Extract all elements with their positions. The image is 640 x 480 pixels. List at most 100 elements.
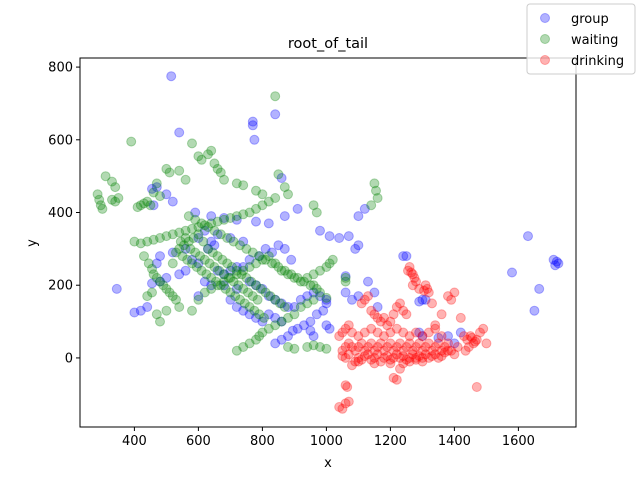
- point-drinking-123: [443, 291, 453, 302]
- point-group-107: [305, 325, 316, 336]
- point-group-17: [263, 218, 274, 229]
- point-group-0: [166, 71, 177, 82]
- point-drinking-65: [417, 345, 428, 356]
- point-drinking-125: [449, 287, 460, 298]
- point-waiting-184: [199, 254, 210, 265]
- point-waiting-43: [251, 203, 261, 214]
- point-group-74: [299, 320, 309, 331]
- point-drinking-78: [347, 327, 357, 338]
- point-waiting-198: [196, 218, 207, 229]
- point-drinking-141: [446, 345, 457, 356]
- point-group-10: [148, 200, 159, 211]
- point-waiting-22: [180, 174, 191, 185]
- point-waiting-129: [340, 276, 351, 287]
- point-drinking-50: [369, 345, 380, 356]
- point-group-60: [263, 291, 274, 302]
- point-drinking-18: [372, 349, 383, 360]
- point-drinking-139: [452, 342, 463, 352]
- point-waiting-173: [244, 302, 255, 312]
- point-group-122: [174, 269, 185, 280]
- point-drinking-107: [401, 309, 412, 320]
- point-group-80: [225, 294, 236, 305]
- point-waiting-104: [308, 280, 319, 291]
- point-group-2: [247, 116, 258, 127]
- point-waiting-54: [180, 225, 191, 236]
- point-group-84: [251, 312, 261, 323]
- point-waiting-209: [267, 258, 277, 269]
- point-group-41: [135, 305, 146, 316]
- point-waiting-135: [311, 207, 322, 218]
- point-waiting-177: [167, 258, 178, 269]
- point-waiting-118: [251, 334, 261, 345]
- point-drinking-115: [414, 283, 425, 294]
- point-group-21: [324, 231, 335, 242]
- point-waiting-105: [311, 283, 322, 294]
- point-drinking-122: [436, 309, 447, 320]
- point-waiting-112: [283, 312, 293, 323]
- point-drinking-109: [404, 262, 415, 272]
- point-drinking-147: [385, 358, 396, 369]
- point-drinking-144: [411, 354, 421, 365]
- point-group-103: [353, 240, 364, 251]
- point-waiting-133: [366, 200, 377, 211]
- point-drinking-44: [350, 345, 361, 356]
- point-drinking-98: [372, 312, 383, 323]
- point-group-95: [286, 254, 297, 265]
- point-drinking-121: [430, 320, 441, 331]
- point-waiting-207: [254, 251, 265, 262]
- point-drinking-5: [342, 382, 353, 392]
- point-drinking-119: [419, 285, 429, 296]
- point-waiting-146: [222, 258, 233, 269]
- point-waiting-5: [107, 176, 117, 187]
- point-waiting-194: [247, 291, 258, 302]
- point-group-125: [219, 280, 229, 291]
- point-drinking-100: [379, 312, 389, 323]
- point-group-90: [254, 251, 265, 262]
- point-drinking-30: [411, 352, 421, 363]
- x-axis-label: x: [324, 456, 332, 471]
- point-waiting-166: [211, 276, 221, 287]
- legend-marker-group: [540, 13, 550, 23]
- point-group-40: [129, 307, 140, 318]
- x-tick-label: 400: [122, 434, 147, 449]
- point-drinking-37: [433, 352, 444, 363]
- point-group-52: [212, 265, 223, 276]
- point-waiting-144: [212, 251, 223, 262]
- point-drinking-23: [388, 352, 399, 363]
- point-waiting-120: [238, 342, 249, 352]
- point-waiting-67: [151, 272, 162, 283]
- point-waiting-156: [270, 294, 281, 305]
- point-waiting-199: [203, 222, 213, 232]
- point-waiting-37: [273, 169, 284, 180]
- point-group-77: [283, 331, 293, 342]
- point-waiting-186: [209, 262, 220, 272]
- point-waiting-33: [238, 180, 249, 191]
- point-drinking-106: [398, 305, 409, 316]
- point-drinking-85: [391, 323, 402, 334]
- point-waiting-14: [142, 196, 153, 207]
- point-waiting-200: [209, 225, 220, 236]
- point-drinking-14: [359, 351, 370, 362]
- point-drinking-116: [420, 280, 431, 291]
- point-drinking-40: [337, 345, 348, 356]
- axes-frame: [79, 57, 577, 428]
- point-group-63: [283, 302, 293, 312]
- point-drinking-24: [391, 349, 402, 360]
- series-drinking: [334, 262, 492, 414]
- point-drinking-3: [343, 396, 354, 407]
- point-waiting-107: [321, 292, 332, 303]
- point-waiting-68: [155, 276, 165, 287]
- point-group-104: [340, 271, 351, 282]
- point-waiting-123: [289, 343, 300, 354]
- point-group-112: [433, 332, 444, 343]
- point-waiting-16: [148, 187, 159, 198]
- point-group-20: [315, 225, 325, 236]
- point-drinking-72: [439, 342, 450, 352]
- point-drinking-146: [398, 358, 409, 369]
- point-group-28: [414, 296, 425, 307]
- point-drinking-138: [460, 345, 471, 356]
- point-drinking-0: [334, 402, 345, 412]
- point-drinking-6: [388, 372, 399, 383]
- point-waiting-157: [275, 298, 285, 309]
